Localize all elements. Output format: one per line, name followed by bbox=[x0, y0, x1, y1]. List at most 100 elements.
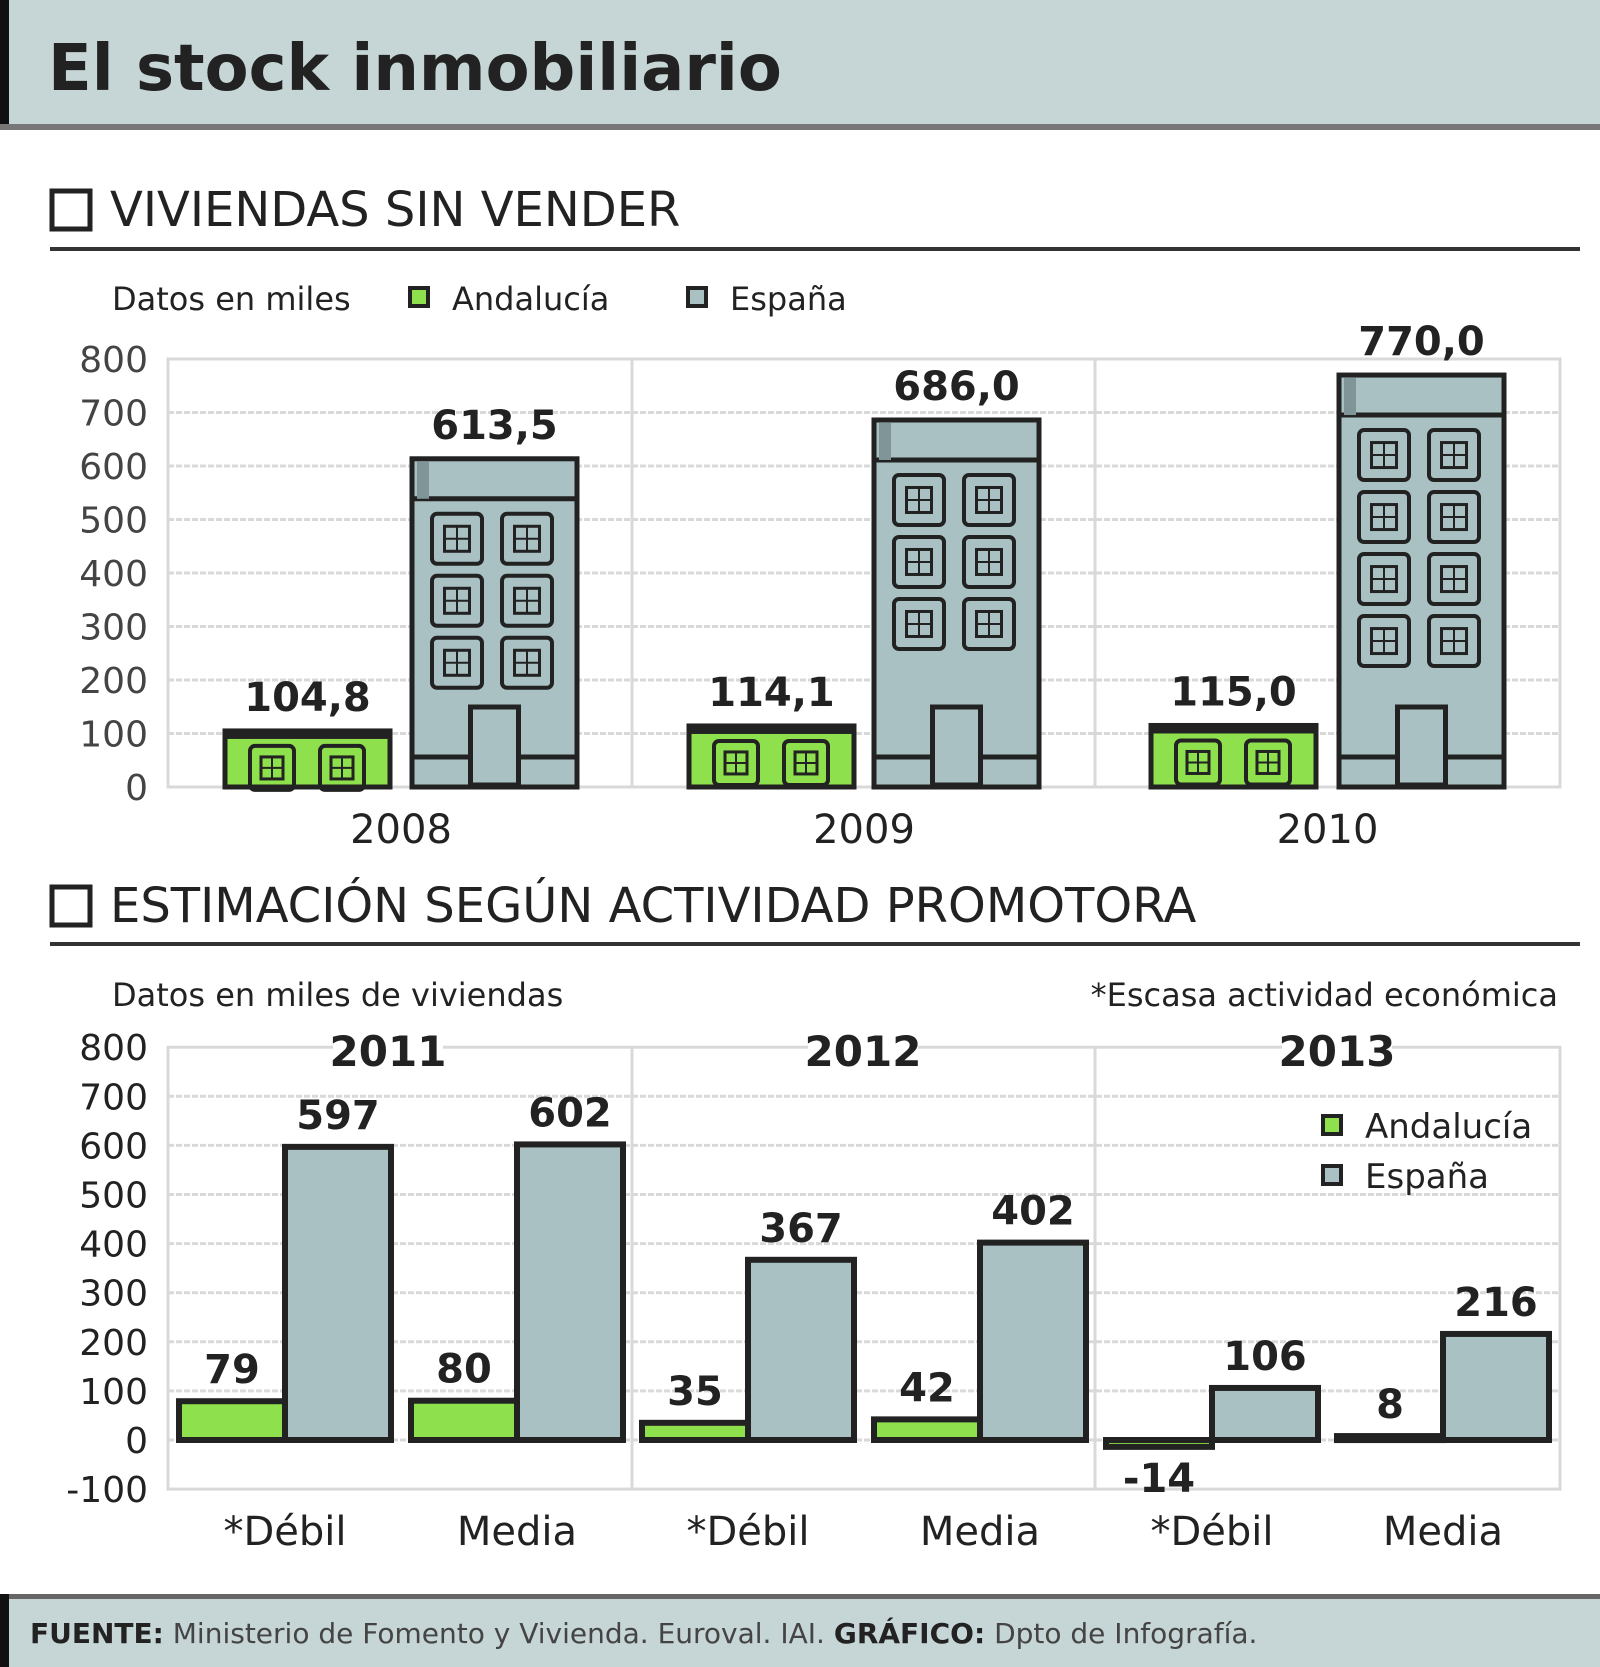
bar-andalucia bbox=[222, 728, 393, 792]
y-tick-label: 600 bbox=[79, 447, 148, 488]
building-door bbox=[468, 704, 521, 788]
data-label-espana: 402 bbox=[991, 1189, 1075, 1235]
header-band bbox=[0, 0, 1600, 130]
data-label-andalucia: 80 bbox=[436, 1347, 492, 1393]
group-year-label: 2013 bbox=[1279, 1027, 1396, 1076]
y-tick-label: 600 bbox=[79, 1126, 148, 1167]
legend-swatch-espana bbox=[686, 286, 708, 308]
window-icon bbox=[892, 596, 946, 651]
y-tick-label: 700 bbox=[79, 394, 148, 435]
section2-rule bbox=[50, 942, 1580, 946]
window-icon bbox=[712, 738, 760, 787]
bar-espana bbox=[871, 417, 1042, 790]
chart2-subtitle: Datos en miles de viviendas bbox=[112, 976, 563, 1014]
chart1: 0 100 200 300 400 500 600 700 800 104,8 613,5 2008 1… bbox=[79, 319, 1562, 853]
header-rule bbox=[0, 124, 1600, 130]
window-icon bbox=[962, 534, 1016, 589]
data-label-espana: 686,0 bbox=[893, 364, 1020, 410]
bar-andalucia bbox=[1334, 1433, 1446, 1444]
y-tick-label: 0 bbox=[125, 768, 148, 809]
header-accent bbox=[0, 0, 9, 130]
data-label-andalucia: -14 bbox=[1123, 1456, 1195, 1502]
window-icon bbox=[500, 635, 554, 690]
building-chimney bbox=[879, 422, 891, 460]
x-category-label: *Débil bbox=[223, 1509, 346, 1555]
y-tick-label: -100 bbox=[66, 1470, 148, 1511]
x-category-label: 2008 bbox=[350, 807, 452, 853]
window-icon bbox=[1244, 738, 1292, 787]
data-label-andalucia: 79 bbox=[204, 1347, 260, 1393]
data-label-espana: 613,5 bbox=[431, 403, 558, 449]
x-category-label: *Débil bbox=[686, 1509, 809, 1555]
legend-label-espana: España bbox=[730, 280, 847, 318]
year-label-bg bbox=[808, 1030, 918, 1066]
section-box-icon bbox=[49, 884, 93, 928]
bar-espana bbox=[282, 1143, 394, 1444]
window-icon bbox=[318, 743, 366, 792]
legend-swatch-andalucia bbox=[408, 286, 430, 308]
bar-andalucia bbox=[408, 1397, 520, 1443]
y-tick-label: 100 bbox=[79, 1372, 148, 1413]
building-door bbox=[1395, 704, 1448, 788]
footer-accent bbox=[0, 1594, 9, 1667]
bar-andalucia bbox=[639, 1419, 751, 1443]
data-label-andalucia: 42 bbox=[899, 1365, 955, 1411]
y-tick-label: 200 bbox=[79, 1323, 148, 1364]
x-category-label: *Débil bbox=[1150, 1509, 1273, 1555]
window-icon bbox=[1174, 738, 1222, 787]
window-icon bbox=[1427, 552, 1481, 607]
window-icon bbox=[962, 472, 1016, 527]
y-tick-label: 500 bbox=[79, 501, 148, 542]
bar-espana bbox=[409, 456, 580, 790]
y-tick-label: 100 bbox=[79, 715, 148, 756]
legend2-swatch-andalucia bbox=[1321, 1114, 1343, 1136]
y-tick-label: 800 bbox=[79, 340, 148, 381]
y-tick-label: 200 bbox=[79, 661, 148, 702]
footer-source-label: FUENTE: bbox=[30, 1617, 164, 1650]
y-tick-label: 0 bbox=[125, 1421, 148, 1462]
section1-title: VIVIENDAS SIN VENDER bbox=[110, 182, 680, 238]
bar-andalucia bbox=[1148, 722, 1319, 790]
bar-espana bbox=[1209, 1384, 1321, 1443]
building-door bbox=[930, 704, 983, 788]
x-category-label: 2010 bbox=[1277, 807, 1379, 853]
x-category-label: Media bbox=[457, 1509, 577, 1555]
data-label-espana: 597 bbox=[296, 1093, 380, 1139]
chart2-note: *Escasa actividad económica bbox=[1091, 976, 1558, 1014]
legend2-label-andalucia: Andalucía bbox=[1365, 1107, 1532, 1147]
section-box-icon bbox=[49, 188, 93, 232]
bar-espana bbox=[514, 1141, 626, 1443]
bar-andalucia bbox=[871, 1416, 983, 1444]
footer-source-text: Ministerio de Fomento y Vivienda. Eurova… bbox=[173, 1617, 825, 1650]
bar-espana bbox=[977, 1239, 1089, 1444]
bar-espana bbox=[1336, 372, 1507, 790]
window-icon bbox=[500, 573, 554, 628]
bar-espana bbox=[1440, 1330, 1552, 1443]
data-label-espana: 602 bbox=[528, 1090, 612, 1136]
group-year-label: 2012 bbox=[805, 1027, 922, 1076]
window-icon bbox=[892, 472, 946, 527]
footer-credit-label: GRÁFICO: bbox=[834, 1616, 985, 1650]
y-tick-label: 500 bbox=[79, 1176, 148, 1217]
data-label-espana: 106 bbox=[1223, 1334, 1307, 1380]
footer-credit-text: Dpto de Infografía. bbox=[994, 1617, 1257, 1650]
legend2-label-espana: España bbox=[1365, 1157, 1489, 1197]
footer-band bbox=[0, 1594, 1600, 1667]
window-icon bbox=[430, 511, 484, 566]
y-tick-label: 800 bbox=[79, 1028, 148, 1069]
window-icon bbox=[500, 511, 554, 566]
y-tick-label: 400 bbox=[79, 554, 148, 595]
section2-title: ESTIMACIÓN SEGÚN ACTIVIDAD PROMOTORA bbox=[110, 877, 1197, 934]
year-label-bg bbox=[1282, 1030, 1392, 1066]
window-icon bbox=[962, 596, 1016, 651]
y-tick-label: 400 bbox=[79, 1225, 148, 1266]
page-title: El stock inmobiliario bbox=[48, 32, 782, 106]
x-category-label: Media bbox=[920, 1509, 1040, 1555]
footer-rule bbox=[0, 1594, 1600, 1599]
chart1-subtitle: Datos en miles bbox=[112, 280, 351, 318]
bar-andalucia-roof bbox=[689, 725, 854, 734]
year-label-bg bbox=[333, 1030, 443, 1066]
window-icon bbox=[1357, 614, 1411, 669]
